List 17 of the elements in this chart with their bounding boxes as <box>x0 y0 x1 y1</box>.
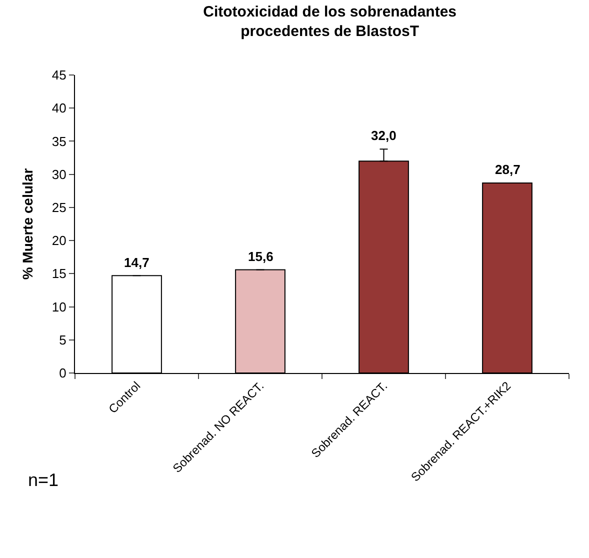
y-tick-label: 5 <box>59 332 66 348</box>
y-tick-label: 45 <box>52 68 66 83</box>
y-axis-title: % Muerte celular <box>20 168 36 280</box>
y-tick-label: 25 <box>52 200 66 215</box>
data-label: 28,7 <box>495 162 520 177</box>
data-label: 15,6 <box>248 249 274 264</box>
chart-title: Citotoxicidad de los sobrenadantes procedentes de BlastosT <box>203 4 457 40</box>
y-tick-label: 35 <box>52 134 66 149</box>
y-tick-label: 40 <box>52 100 66 116</box>
y-tick-label: 20 <box>52 233 66 248</box>
y-tick-label: 10 <box>52 299 66 314</box>
data-label: 32,0 <box>371 128 396 143</box>
text: n=1 <box>28 470 59 490</box>
y-tick-label: 30 <box>52 166 66 182</box>
y-tick-label: 15 <box>52 266 66 282</box>
data-label: 14,7 <box>124 255 150 270</box>
y-tick-label: 0 <box>59 366 66 381</box>
